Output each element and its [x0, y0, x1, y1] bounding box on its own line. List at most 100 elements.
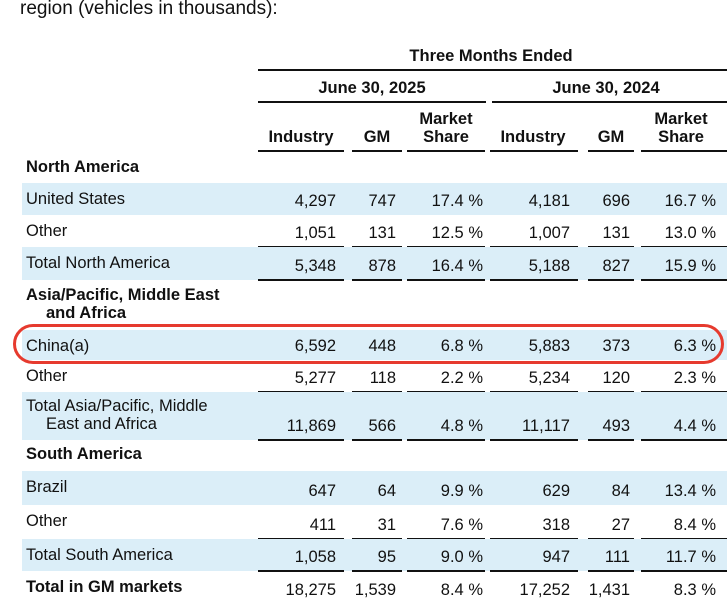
- cell-underline: [407, 570, 485, 572]
- cell-underline: [258, 279, 344, 281]
- cell-underline: [490, 439, 578, 441]
- cell-underline: [407, 279, 485, 281]
- cell-value: 827: [602, 257, 630, 275]
- cell-value: 84: [611, 482, 630, 500]
- cell-value: 27: [611, 516, 630, 534]
- cell-value: 11,117: [521, 417, 570, 435]
- col-gm-2024: GM: [597, 128, 625, 146]
- row-total-north-america: Total North America 5,348 878 16.4 % 5,188 82…: [22, 247, 727, 281]
- cell-value: 13.4 %: [664, 482, 716, 500]
- cell-value: 696: [602, 192, 630, 210]
- col-rule: [490, 150, 578, 152]
- cell-underline: [258, 439, 344, 441]
- cell-value: 5,188: [528, 257, 570, 275]
- row-united-states: United States 4,297 747 17.4 % 4,181 696 16.7 …: [22, 183, 727, 215]
- cell-value: 647: [308, 482, 336, 500]
- row-ap-other: Other 5,277 118 2.2 % 5,234 120 2.3 %: [22, 360, 727, 393]
- cell-value: 566: [368, 417, 396, 435]
- cell-value: 120: [602, 369, 630, 387]
- cell-value: 9.9 %: [440, 482, 483, 500]
- cell-value: 493: [602, 417, 630, 435]
- col-rule: [588, 150, 634, 152]
- cell-value: 31: [377, 516, 396, 534]
- china-row-highlight: [13, 324, 724, 364]
- cell-value: 5,234: [528, 369, 570, 387]
- row-label: Total North America: [26, 254, 170, 272]
- cell-value: 1,431: [588, 581, 630, 599]
- cell-value: 1,007: [528, 224, 570, 242]
- section-north-america: North America: [22, 153, 727, 183]
- date-rule-2025: [258, 101, 486, 103]
- row-sa-other: Other 411 31 7.6 % 318 27 8.4 %: [22, 505, 727, 540]
- cell-underline: [490, 570, 578, 572]
- cell-value: 17.4 %: [431, 192, 483, 210]
- row-label: Asia/Pacific, Middle East and Africa: [26, 286, 220, 322]
- col-gm-2025: GM: [363, 128, 391, 146]
- cell-value: 373: [602, 337, 630, 355]
- cell-value: 111: [604, 548, 630, 566]
- col-share-2025: Market Share: [419, 110, 473, 146]
- col-industry-2024: Industry: [500, 128, 566, 146]
- cell-value: 5,277: [294, 369, 336, 387]
- cell-value: 4.4 %: [673, 417, 716, 435]
- cell-value: 411: [309, 516, 336, 534]
- period-header-rule: [258, 69, 727, 71]
- date-rule-2024: [492, 101, 727, 103]
- cell-value: 16.7 %: [664, 192, 716, 210]
- row-label: Brazil: [26, 478, 68, 496]
- row-label: South America: [26, 445, 142, 463]
- cell-value: 4,181: [528, 192, 570, 210]
- period-header: Three Months Ended: [409, 47, 573, 65]
- row-total-asia-pacific: Total Asia/Pacific, Middle East and Afric…: [22, 392, 727, 441]
- cell-value: 4,297: [294, 192, 336, 210]
- cell-value: 1,058: [294, 548, 336, 566]
- cell-underline: [352, 439, 402, 441]
- cell-value: 118: [369, 369, 396, 387]
- cell-value: 11,869: [286, 417, 336, 435]
- col-share-2024: Market Share: [654, 110, 708, 146]
- cell-underline: [588, 570, 634, 572]
- cell-value: 131: [602, 224, 630, 242]
- cell-value: 64: [377, 482, 396, 500]
- row-total-gm-markets: Total in GM markets 18,275 1,539 8.4 % 17,25…: [22, 571, 727, 604]
- row-label: Other: [26, 512, 68, 530]
- cell-underline: [352, 279, 402, 281]
- cell-value: 18,275: [285, 581, 336, 599]
- col-rule: [407, 150, 485, 152]
- cell-underline: [641, 279, 727, 281]
- cell-value: 9.0 %: [440, 548, 483, 566]
- cell-value: 8.4 %: [673, 516, 716, 534]
- col-rule: [352, 150, 402, 152]
- cell-value: 13.0 %: [664, 224, 716, 242]
- cell-value: 11.7 %: [665, 548, 716, 566]
- cell-value: 8.4 %: [440, 581, 483, 599]
- row-label: United States: [26, 190, 126, 208]
- col-industry-2025: Industry: [268, 128, 334, 146]
- cell-underline: [490, 279, 578, 281]
- cell-value: 1,539: [354, 581, 396, 599]
- row-label: Total South America: [26, 546, 173, 564]
- cell-value: 6,592: [294, 337, 336, 355]
- cell-value: 747: [368, 192, 396, 210]
- cell-value: 6.8 %: [440, 337, 483, 355]
- cell-value: 1,051: [294, 224, 336, 242]
- section-south-america: South America: [22, 440, 727, 471]
- row-total-south-america: Total South America 1,058 95 9.0 % 947 111 11.…: [22, 539, 727, 572]
- cell-value: 2.3 %: [673, 369, 716, 387]
- cell-value: 12.5 %: [431, 224, 483, 242]
- row-label: China(a): [26, 337, 90, 355]
- row-na-other: Other 1,051 131 12.5 % 1,007 131 13.0 %: [22, 215, 727, 248]
- cell-value: 5,883: [528, 337, 570, 355]
- cell-value: 7.6 %: [440, 516, 483, 534]
- cell-underline: [641, 439, 727, 441]
- cell-value: 448: [368, 337, 396, 355]
- cell-value: 16.4 %: [431, 257, 483, 275]
- cell-value: 4.8 %: [440, 417, 483, 435]
- date-header-2024: June 30, 2024: [552, 79, 660, 97]
- section-asia-pacific: Asia/Pacific, Middle East and Africa: [22, 280, 727, 330]
- cell-value: 131: [368, 224, 396, 242]
- row-label: Total Asia/Pacific, Middle East and Afric…: [26, 397, 208, 433]
- cell-value: 2.2 %: [440, 369, 483, 387]
- cell-value: 15.9 %: [664, 257, 716, 275]
- row-label: Total in GM markets: [26, 578, 183, 596]
